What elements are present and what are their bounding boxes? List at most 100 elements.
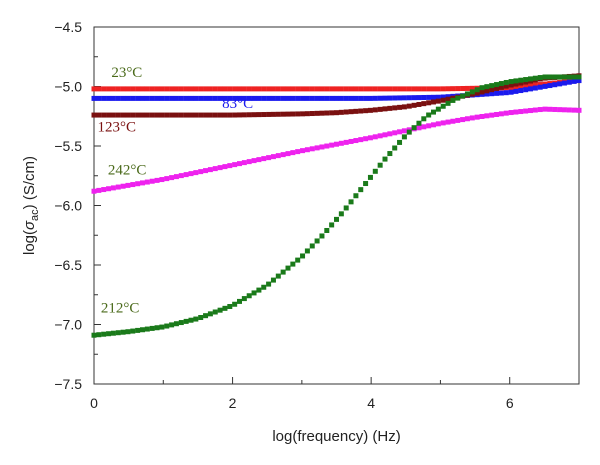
data-point [576,107,582,113]
data-point [212,112,218,118]
data-point [207,95,213,101]
data-point [275,153,281,159]
data-point [445,94,451,100]
data-point [416,86,422,92]
y-tick-label: −6.5 [54,257,82,273]
data-point [460,93,466,99]
data-point [237,161,242,167]
data-point [455,95,461,101]
data-point [290,111,296,117]
data-point [421,94,427,100]
data-point [217,307,223,313]
data-point [295,86,301,92]
data-point [222,95,228,101]
data-point [498,90,504,96]
data-point [479,113,485,119]
data-point [246,159,252,165]
data-point [440,86,446,92]
data-point [358,137,364,143]
data-point [261,156,267,162]
data-point [513,84,519,90]
data-point [110,185,116,191]
data-point [494,82,500,88]
data-point [106,86,112,92]
data-point [431,86,436,92]
data-point [513,78,519,84]
data-point [421,101,427,107]
data-point [217,112,223,118]
data-point [401,104,407,110]
data-point [173,321,179,327]
axis-ticks [93,26,580,385]
data-point [275,273,281,279]
data-point [372,107,378,113]
data-point [377,133,383,139]
data-point [188,317,194,323]
data-point [101,112,107,118]
data-point [183,86,189,92]
data-point [464,85,470,91]
data-point [363,108,369,114]
data-point [353,95,359,101]
data-point [523,87,529,93]
data-point [169,95,175,101]
data-point [348,199,354,205]
data-point [300,86,306,92]
data-point [280,269,286,275]
data-point [295,95,301,101]
data-point [460,117,466,123]
data-point [334,216,339,222]
data-point [120,112,126,118]
series-label: 212°C [101,301,140,317]
data-point [285,86,291,92]
data-point [319,86,325,92]
data-point [135,86,141,92]
data-point [266,155,272,161]
data-point [329,95,335,101]
data-point [106,186,112,192]
data-point [367,174,373,180]
data-point [460,85,466,91]
data-point [445,119,451,125]
data-point [241,86,247,92]
data-point [557,107,563,113]
data-point [178,320,184,326]
data-point [149,178,155,184]
data-point [484,113,490,119]
data-point [576,74,582,80]
data-point [300,95,306,101]
data-point [261,86,267,92]
data-point [183,95,189,101]
data-point [304,147,310,153]
data-point [275,86,281,92]
data-point [363,181,369,187]
data-point [290,86,296,92]
data-point [431,122,436,128]
data-point [251,95,257,101]
data-point [324,86,330,92]
data-point [169,86,175,92]
y-tick-label: −7.0 [54,317,82,333]
data-point [319,110,325,116]
data-point [528,86,533,92]
data-point [110,86,116,92]
data-point [542,74,548,80]
data-point [207,311,213,317]
data-point [256,86,262,92]
data-point [140,180,145,186]
data-point [489,112,495,118]
data-point [319,233,325,239]
data-point [91,86,97,92]
data-point [343,95,349,101]
data-point [571,74,577,80]
data-point [178,86,184,92]
data-point [382,106,388,112]
y-axis-title: log(σac) (S/cm) [21,156,41,255]
data-point [237,298,242,304]
data-point [518,84,524,90]
data-point [149,325,155,331]
data-point [392,95,398,101]
data-point [314,110,320,116]
data-point [474,90,480,96]
data-point [217,95,223,101]
